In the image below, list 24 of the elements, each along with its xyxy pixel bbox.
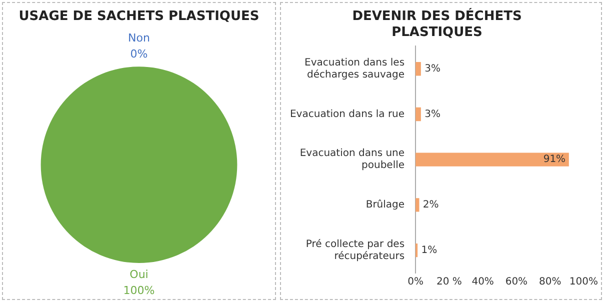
x-tick-label: 40% <box>472 276 494 288</box>
y-tick-label: Evacuation dans la rue <box>290 108 405 120</box>
bar <box>416 152 569 166</box>
x-tick-label: 20 % <box>436 276 462 288</box>
category-label: Non <box>128 31 150 44</box>
data-label: 3% <box>424 108 440 120</box>
bar <box>416 62 421 76</box>
y-tick-label: Evacuation dans les décharges sauvage <box>304 57 405 80</box>
x-tick-label: 100% <box>569 276 598 288</box>
data-label: 2% <box>422 200 439 211</box>
x-tick-label: 0% <box>408 276 424 288</box>
data-label: 1% <box>421 244 438 256</box>
data-label: 91% <box>543 154 566 166</box>
y-tick-label: Evacuation dans une poubelle <box>300 148 405 172</box>
slice-label: Oui <box>130 268 148 281</box>
bar <box>416 107 421 122</box>
text: 0% <box>130 47 148 60</box>
chart-title: DEVENIR DES DÉCHETS PLASTIQUES <box>352 7 522 40</box>
x-tick-label: 80% <box>538 276 562 288</box>
y-tick-label: Brûlage <box>366 200 405 211</box>
data-label: 3% <box>424 63 440 74</box>
y-tick-label: Pré collecte par des récupérateurs <box>306 238 405 262</box>
x-tick-label: 60% <box>505 276 528 288</box>
chart-title: USAGE DE SACHETS PLASTIQUES <box>18 9 260 24</box>
